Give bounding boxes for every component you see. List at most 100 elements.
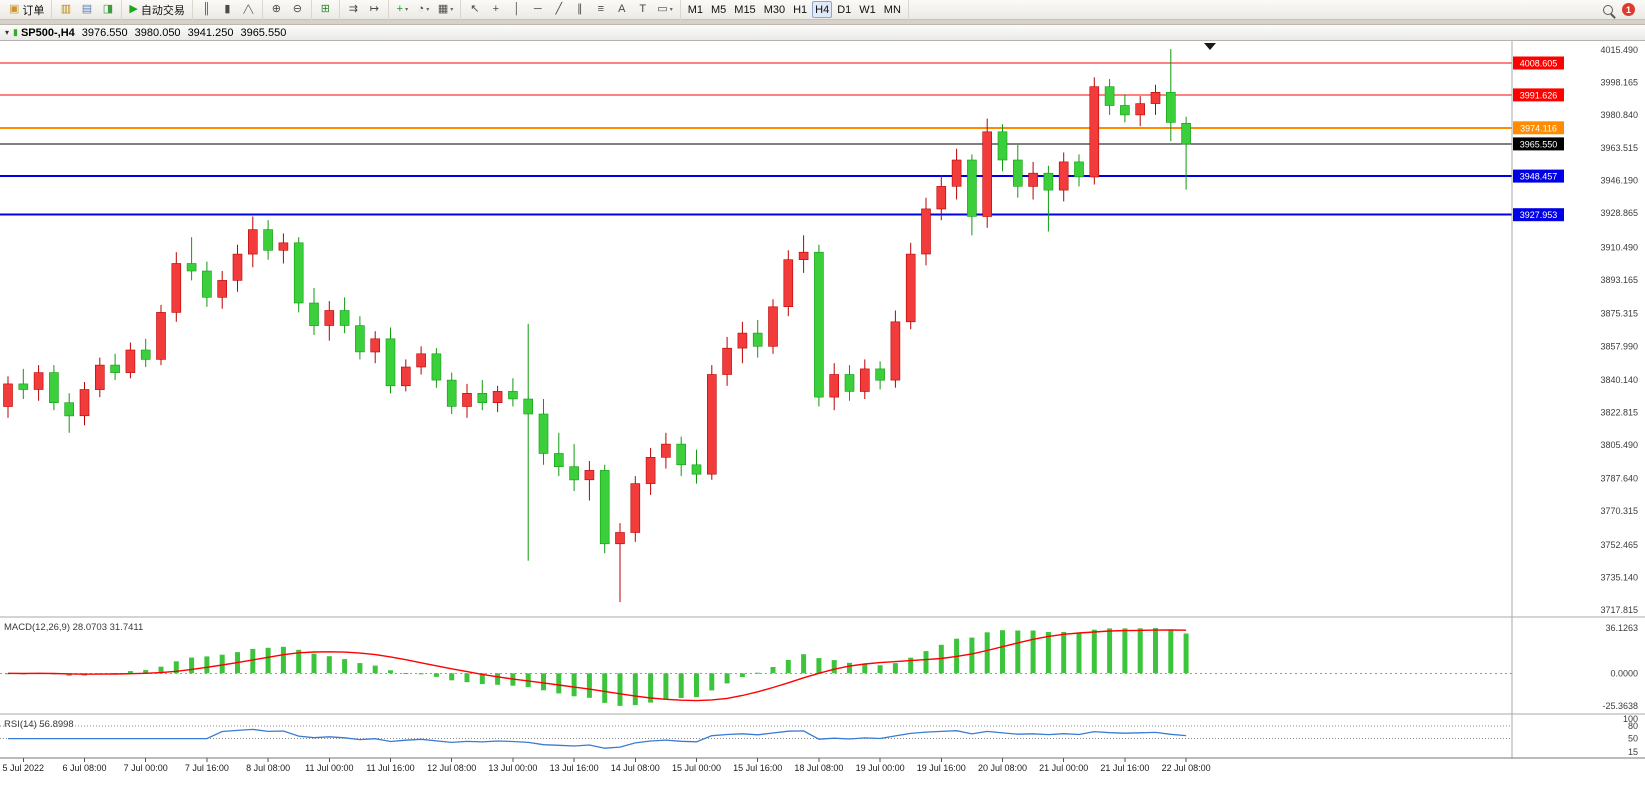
- time-axis-label: 20 Jul 08:00: [978, 763, 1027, 773]
- macd-histogram-bar: [663, 673, 669, 700]
- price-axis-label: 3770.315: [1600, 506, 1638, 516]
- crosshair-button[interactable]: +: [486, 1, 505, 18]
- shapes-button[interactable]: ▭ ▾: [654, 1, 675, 18]
- candle: [630, 483, 641, 533]
- price-line-label: 3965.550: [1520, 139, 1558, 149]
- macd-signal-line: [7, 629, 1187, 702]
- timeframe-m15-button[interactable]: M15: [731, 1, 758, 18]
- autotrading-button[interactable]: ▶ 自动交易: [126, 1, 187, 18]
- time-axis-label: 6 Jul 08:00: [62, 763, 106, 773]
- chart-shift-marker-icon[interactable]: [1204, 43, 1216, 50]
- candle: [492, 391, 503, 403]
- chart-title-high: 3980.050: [134, 26, 181, 39]
- macd-histogram-bar: [479, 673, 485, 685]
- zoom-out-icon: ⊖: [292, 3, 302, 15]
- auto-scroll-button[interactable]: ⇉: [344, 1, 363, 18]
- chart-list-dropdown-icon[interactable]: ▾: [5, 28, 10, 37]
- navigator-button[interactable]: ▤: [77, 1, 96, 18]
- notification-badge[interactable]: 1: [1622, 3, 1635, 16]
- bar-chart-button[interactable]: ║: [197, 1, 216, 18]
- candle: [859, 368, 870, 392]
- order-group: ▣ 订单: [2, 0, 53, 20]
- zoom-in-icon: ⊕: [271, 3, 281, 15]
- fibonacci-button[interactable]: ≡: [591, 1, 610, 18]
- text-button[interactable]: A: [612, 1, 631, 18]
- new-order-button-label: 订单: [22, 4, 45, 17]
- price-axis-label: 3910.490: [1600, 243, 1638, 253]
- zoom-out-button[interactable]: ⊖: [288, 1, 307, 18]
- candle: [1135, 103, 1145, 116]
- timeframe-m5-button[interactable]: M5: [708, 1, 729, 18]
- chart-canvas[interactable]: 4015.490 3998.165 3980.840 3963.515 3946.190…: [0, 41, 1645, 807]
- vertical-line-button[interactable]: │: [507, 1, 526, 18]
- shapes-icon: ▭: [657, 3, 668, 15]
- cursor-button[interactable]: ↖: [465, 1, 484, 18]
- time-axis-label: 14 Jul 08:00: [611, 763, 660, 773]
- toolbar-right-group: 1: [1603, 3, 1645, 16]
- chart-shift-button[interactable]: ↦: [365, 1, 384, 18]
- navigator-icon: ▤: [81, 3, 93, 15]
- timeframe-w1-button[interactable]: W1: [856, 1, 879, 18]
- candle: [156, 312, 166, 360]
- search-icon[interactable]: [1603, 4, 1613, 15]
- candlestick-chart-button[interactable]: ▮: [218, 1, 237, 18]
- timeframe-h1-button-label: H1: [793, 3, 808, 16]
- horizontal-line-button[interactable]: ─: [528, 1, 547, 18]
- macd-histogram-bar: [785, 660, 791, 674]
- templates-button[interactable]: ▦ ▾: [435, 1, 456, 18]
- periods-button[interactable]: ◔ ▾: [414, 1, 433, 18]
- timeframe-d1-button[interactable]: D1: [834, 1, 854, 18]
- candle: [997, 131, 1008, 161]
- price-axis-label: 3787.640: [1600, 474, 1638, 484]
- text-icon: A: [618, 3, 626, 15]
- timeframe-group: M1 M5 M15 M30 H1 H4 D1 W1 MN: [681, 0, 909, 20]
- macd-axis-label: -25.3638: [1602, 701, 1638, 711]
- price-line-label: 3974.116: [1520, 123, 1557, 133]
- candle: [1089, 86, 1100, 178]
- trendline-button[interactable]: ╱: [549, 1, 568, 18]
- terminal-button[interactable]: ◨: [98, 1, 117, 18]
- candle: [538, 413, 549, 454]
- window-frame-strip: [0, 20, 1645, 25]
- time-axis-label: 13 Jul 16:00: [550, 763, 599, 773]
- market-watch-button[interactable]: ▥: [56, 1, 75, 18]
- chart-title-open: 3976.550: [81, 26, 128, 39]
- macd-histogram-bar: [892, 663, 898, 674]
- timeframe-h4-button[interactable]: H4: [812, 1, 833, 18]
- candle: [798, 251, 809, 260]
- channel-button[interactable]: ∥: [570, 1, 589, 18]
- timeframe-h1-button[interactable]: H1: [790, 1, 810, 18]
- timeframe-m1-button[interactable]: M1: [685, 1, 706, 18]
- candle: [110, 364, 120, 373]
- price-line-label-box: [1513, 56, 1564, 70]
- candle: [706, 374, 717, 475]
- cursor-icon: ↖: [470, 3, 480, 15]
- macd-histogram-bar: [495, 673, 501, 685]
- candle: [171, 263, 182, 313]
- timeframe-m30-button[interactable]: M30: [761, 1, 788, 18]
- candle: [737, 332, 748, 349]
- macd-histogram-bar: [219, 654, 225, 674]
- candle: [446, 379, 457, 407]
- terminal-icon: ◨: [102, 3, 114, 15]
- price-axis-label: 3717.815: [1600, 605, 1638, 615]
- scroll-group: ⇉ ↦: [340, 0, 389, 20]
- price-axis-label: 4015.490: [1600, 45, 1638, 55]
- macd-indicator-label: MACD(12,26,9) 28.0703 31.7411: [4, 622, 143, 633]
- macd-histogram-bar: [342, 659, 348, 674]
- macd-histogram-bar: [296, 649, 302, 674]
- channel-icon: ∥: [577, 3, 583, 15]
- timeframe-mn-button[interactable]: MN: [881, 1, 904, 18]
- text-label-button[interactable]: T: [633, 1, 652, 18]
- text-label-icon: T: [639, 3, 647, 15]
- timeframe-h4-button-label: H4: [815, 3, 830, 16]
- tile-windows-button[interactable]: ⊞: [316, 1, 335, 18]
- zoom-in-button[interactable]: ⊕: [267, 1, 286, 18]
- new-order-button[interactable]: ▣ 订单: [6, 1, 47, 18]
- indicators-button[interactable]: + ▾: [393, 1, 412, 18]
- line-chart-button[interactable]: ╱╲: [239, 1, 258, 18]
- candle: [553, 453, 564, 467]
- macd-histogram-bar: [1091, 629, 1097, 674]
- candle: [967, 159, 977, 217]
- candle: [814, 251, 824, 398]
